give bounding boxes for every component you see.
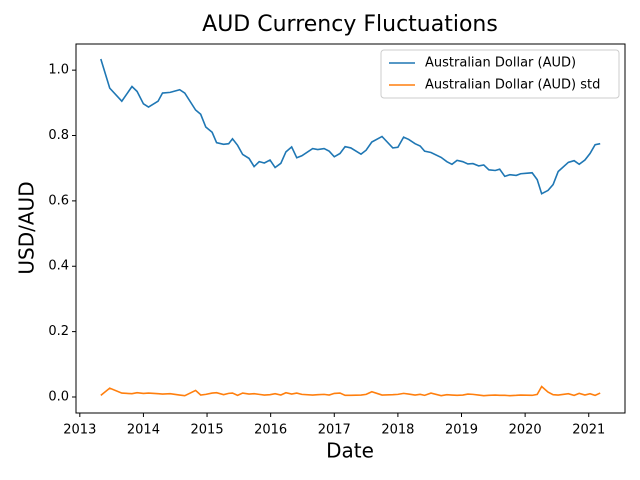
x-tick-label: 2014 bbox=[127, 423, 160, 438]
x-tick-label: 2013 bbox=[63, 423, 96, 438]
chart-title: AUD Currency Fluctuations bbox=[202, 12, 498, 37]
x-tick-label: 2017 bbox=[318, 423, 351, 438]
plot-frame bbox=[75, 43, 626, 414]
x-tick-label: 2015 bbox=[191, 423, 224, 438]
y-tick-label: 0.0 bbox=[48, 389, 69, 404]
y-tick-label: 0.2 bbox=[48, 324, 69, 339]
y-tick-label: 0.8 bbox=[48, 128, 69, 143]
y-tick-label: 0.6 bbox=[48, 193, 69, 208]
y-axis-label: USD/AUD bbox=[15, 181, 39, 274]
x-tick-label: 2016 bbox=[254, 423, 287, 438]
x-axis-label: Date bbox=[326, 439, 374, 463]
x-tick-label: 2021 bbox=[572, 423, 605, 438]
series-line bbox=[100, 58, 601, 195]
x-tick-label: 2019 bbox=[445, 423, 478, 438]
legend-label: Australian Dollar (AUD) bbox=[425, 56, 576, 71]
series-line bbox=[100, 385, 601, 397]
y-tick-label: 1.0 bbox=[48, 63, 69, 78]
x-tick-label: 2018 bbox=[381, 423, 414, 438]
legend-box bbox=[380, 49, 620, 99]
legend-label: Australian Dollar (AUD) std bbox=[425, 78, 600, 93]
y-tick-label: 0.4 bbox=[48, 259, 69, 274]
x-tick-label: 2020 bbox=[509, 423, 542, 438]
